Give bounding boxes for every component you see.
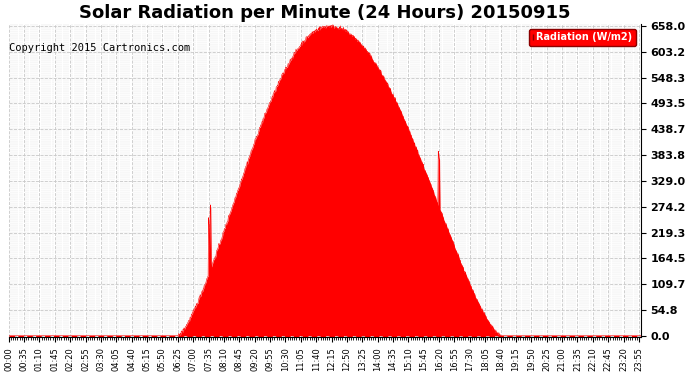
Title: Solar Radiation per Minute (24 Hours) 20150915: Solar Radiation per Minute (24 Hours) 20… xyxy=(79,4,571,22)
Text: Copyright 2015 Cartronics.com: Copyright 2015 Cartronics.com xyxy=(9,42,190,52)
Legend: Radiation (W/m2): Radiation (W/m2) xyxy=(529,28,636,46)
